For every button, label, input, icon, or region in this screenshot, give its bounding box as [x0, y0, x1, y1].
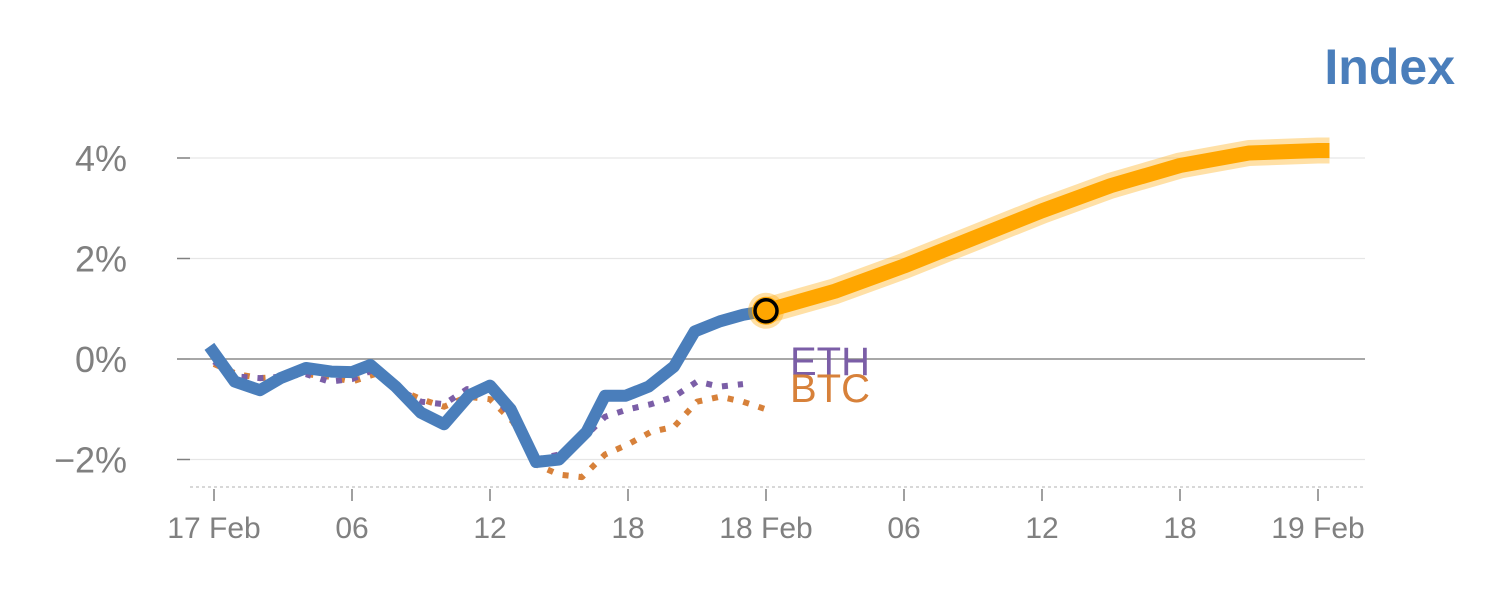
marker-dot — [753, 298, 779, 324]
series-label-btc: BTC — [790, 367, 870, 411]
x-tick-label: 12 — [473, 512, 506, 545]
x-tick-label: 12 — [1025, 512, 1058, 545]
y-axis-ticks: 4% 2% 0% −2% — [54, 138, 190, 481]
x-tick-label: 18 — [1163, 512, 1196, 545]
x-tick-label: 18 Feb — [719, 512, 812, 545]
grid-lines — [190, 157, 1365, 461]
chart-title: Index — [1324, 39, 1455, 95]
y-tick-label: 0% — [75, 339, 127, 380]
forecast-line — [763, 143, 1330, 319]
x-tick-label: 18 — [611, 512, 644, 545]
x-tick-label: 17 Feb — [167, 512, 260, 545]
x-tick-label: 19 Feb — [1271, 512, 1364, 545]
current-value-marker — [748, 292, 784, 329]
index-line — [204, 304, 768, 468]
x-axis-ticks: 17 Feb 06 12 18 18 Feb 06 12 18 19 Feb — [167, 489, 1365, 545]
series-label-eth: ETH — [790, 340, 870, 384]
x-tick-label: 06 — [887, 512, 920, 545]
y-tick-label: 2% — [75, 239, 127, 280]
x-tick-label: 06 — [335, 512, 368, 545]
btc-line — [212, 361, 767, 481]
y-tick-label: −2% — [54, 440, 127, 481]
y-tick-label: 4% — [75, 138, 127, 179]
series-lines — [204, 137, 1331, 481]
